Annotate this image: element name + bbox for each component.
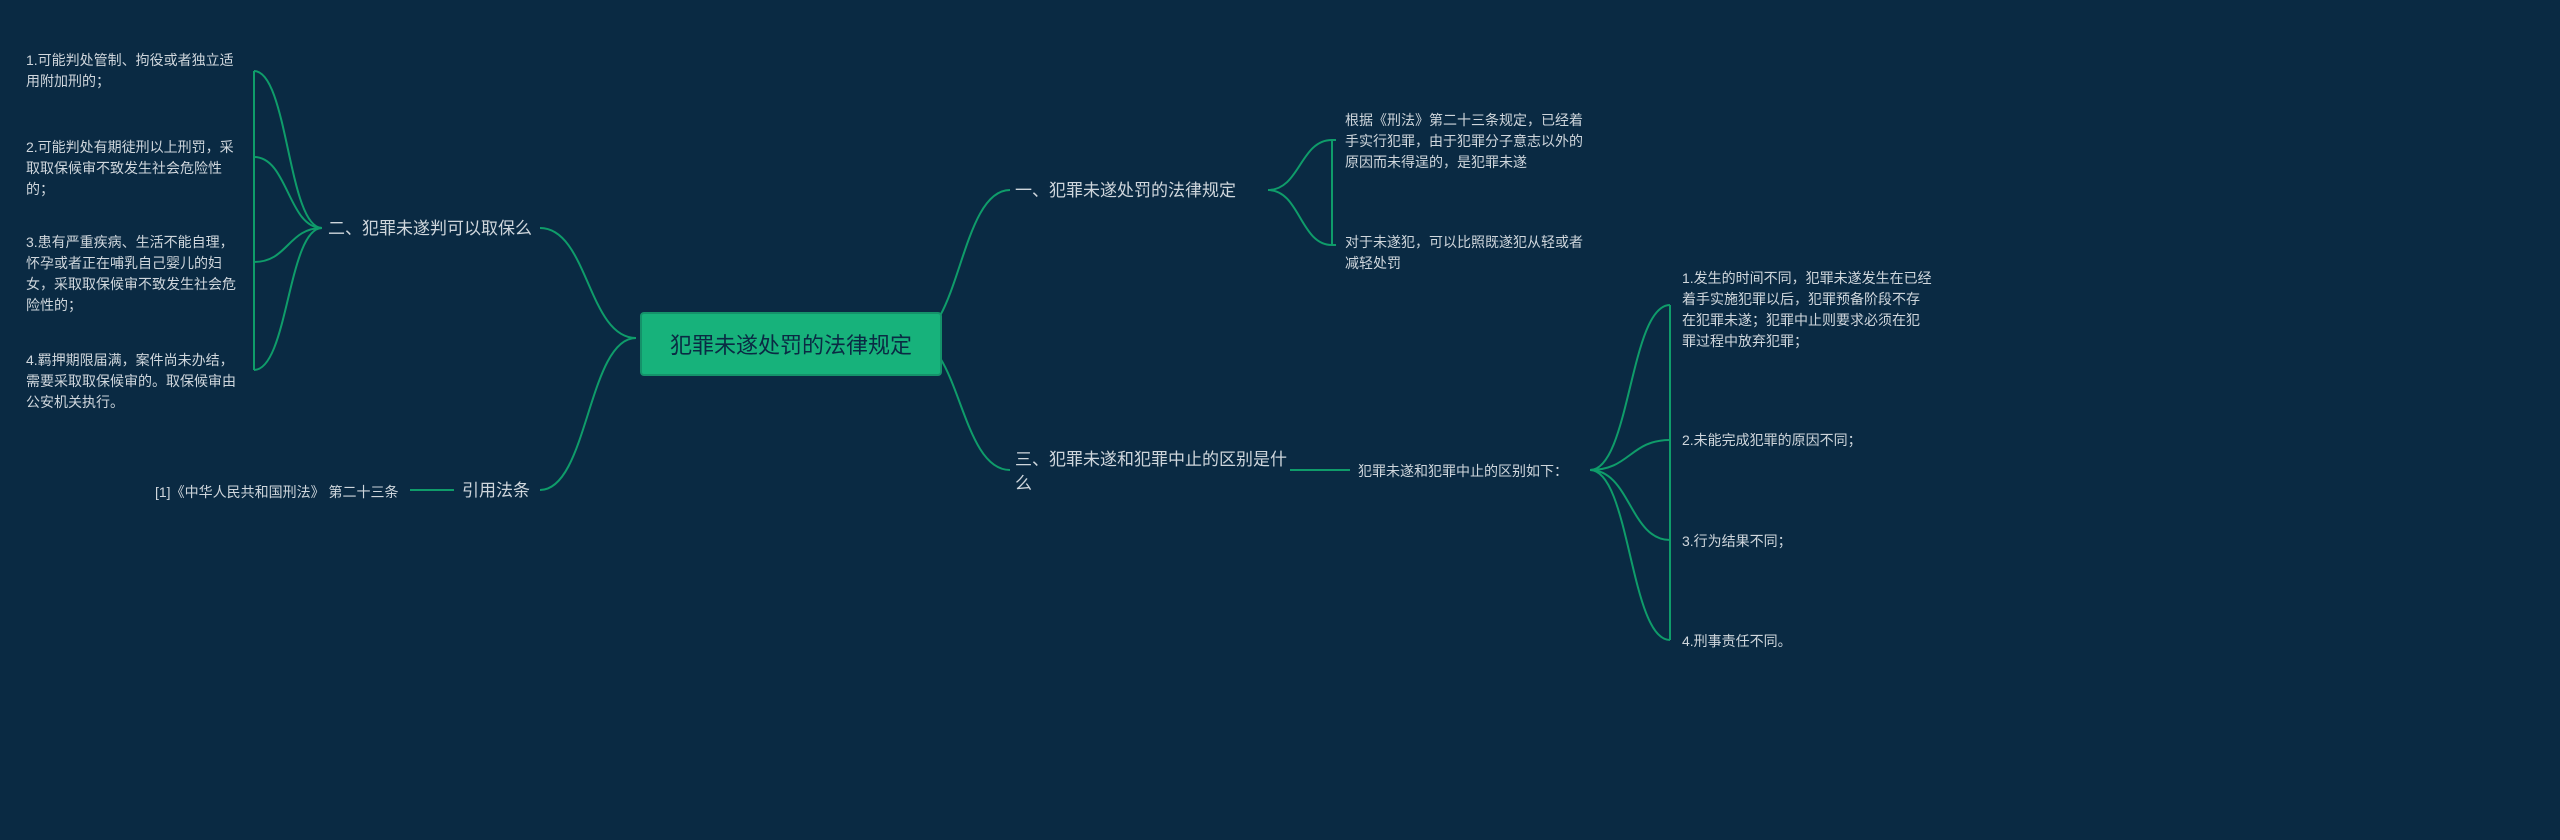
section2-leaf2: 2.可能判处有期徒刑以上刑罚，采取取保候审不致发生社会危险性的； xyxy=(26,137,246,200)
section2-label: 二、犯罪未遂判可以取保么 xyxy=(328,217,532,241)
section1-leaf2: 对于未遂犯，可以比照既遂犯从轻或者减轻处罚 xyxy=(1345,232,1595,274)
section3-leaf3: 3.行为结果不同； xyxy=(1682,531,1932,552)
root-node: 犯罪未遂处罚的法律规定 xyxy=(640,312,942,376)
connector-layer xyxy=(0,0,2560,840)
section3-leaf4: 4.刑事责任不同。 xyxy=(1682,631,1932,652)
section3-leaf1: 1.发生的时间不同，犯罪未遂发生在已经着手实施犯罪以后，犯罪预备阶段不存在犯罪未… xyxy=(1682,268,1932,352)
section3-label: 三、犯罪未遂和犯罪中止的区别是什么 xyxy=(1015,448,1295,496)
root-label: 犯罪未遂处罚的法律规定 xyxy=(670,333,912,358)
citation-leaf1: [1]《中华人民共和国刑法》 第二十三条 xyxy=(155,482,398,503)
section2-leaf4: 4.羁押期限届满，案件尚未办结，需要采取取保候审的。取保候审由公安机关执行。 xyxy=(26,350,246,413)
section1-label: 一、犯罪未遂处罚的法律规定 xyxy=(1015,179,1236,203)
section3-leaf2: 2.未能完成犯罪的原因不同； xyxy=(1682,430,1932,451)
citation-label: 引用法条 xyxy=(462,479,530,503)
section1-leaf1: 根据《刑法》第二十三条规定，已经着手实行犯罪，由于犯罪分子意志以外的原因而未得逞… xyxy=(1345,110,1595,173)
section2-leaf1: 1.可能判处管制、拘役或者独立适用附加刑的； xyxy=(26,50,246,92)
section2-leaf3: 3.患有严重疾病、生活不能自理，怀孕或者正在哺乳自己婴儿的妇女，采取取保候审不致… xyxy=(26,232,246,316)
section3-sub: 犯罪未遂和犯罪中止的区别如下： xyxy=(1358,461,1568,482)
